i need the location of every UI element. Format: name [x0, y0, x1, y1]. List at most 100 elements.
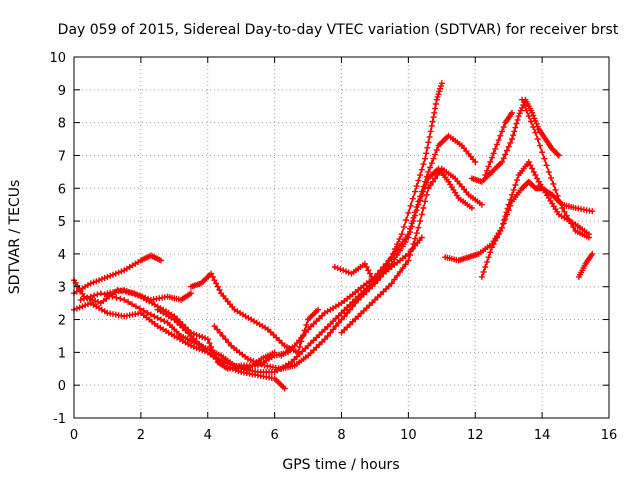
- data-point: [147, 311, 154, 318]
- data-point: [548, 174, 554, 181]
- data-point: [495, 137, 502, 144]
- data-point: [319, 339, 325, 345]
- data-point: [487, 159, 494, 165]
- data-point: [528, 118, 534, 125]
- data-point: [219, 333, 226, 339]
- data-point: [332, 315, 339, 322]
- data-point: [500, 155, 507, 162]
- data-point: [430, 155, 437, 162]
- data-point: [510, 186, 517, 193]
- data-point: [423, 191, 430, 198]
- data-point: [101, 275, 108, 281]
- data-point: [76, 304, 83, 311]
- data-point: [299, 348, 306, 355]
- y-axis-label: SDTVAR / TECUs: [7, 180, 23, 295]
- data-point: [412, 235, 419, 242]
- data-point: [412, 209, 419, 216]
- data-point: [415, 224, 422, 231]
- data-point: [327, 329, 334, 336]
- data-point: [482, 264, 489, 270]
- data-point: [96, 277, 103, 284]
- x-tick-label: 8: [337, 428, 345, 443]
- data-point: [117, 295, 124, 302]
- data-point: [509, 136, 515, 142]
- series-line: [280, 135, 476, 357]
- series-arc-11: [338, 165, 485, 336]
- data-point: [499, 128, 505, 135]
- data-point: [107, 272, 114, 279]
- data-point: [171, 316, 178, 323]
- data-point: [403, 217, 410, 223]
- data-point: [568, 220, 575, 227]
- data-point: [410, 241, 417, 248]
- data-point: [402, 235, 409, 241]
- data-point: [521, 102, 528, 109]
- data-point: [427, 182, 434, 188]
- data-point: [87, 280, 94, 287]
- series-arc-10: [331, 80, 445, 287]
- y-tick-label: 7: [58, 149, 66, 164]
- data-point: [539, 149, 546, 156]
- data-point: [497, 132, 504, 139]
- data-point: [505, 143, 512, 150]
- data-point: [428, 122, 435, 129]
- series-arc-16: [519, 96, 592, 241]
- data-point: [423, 173, 430, 180]
- data-point: [154, 314, 161, 321]
- data-point: [499, 224, 505, 231]
- y-tick-label: 4: [58, 248, 66, 263]
- data-point: [202, 335, 208, 342]
- data-point: [413, 183, 420, 190]
- data-point: [307, 323, 314, 330]
- data-point: [434, 172, 441, 179]
- data-point: [534, 175, 541, 182]
- data-point: [316, 315, 323, 322]
- x-axis-label: GPS time / hours: [282, 457, 399, 473]
- data-point: [344, 310, 351, 316]
- x-tick-labels: 0 2 4 6 8 10 12 14 16: [70, 428, 617, 443]
- data-point: [129, 301, 135, 308]
- series-line: [73, 302, 286, 390]
- data-point: [514, 177, 520, 184]
- data-point: [487, 249, 494, 256]
- data-point: [161, 318, 168, 325]
- data-point: [510, 132, 517, 139]
- data-point: [420, 205, 427, 211]
- data-point: [349, 303, 356, 310]
- y-tick-label: -1: [53, 412, 66, 427]
- data-point: [545, 168, 552, 175]
- data-point: [516, 110, 523, 117]
- data-point: [352, 300, 359, 307]
- data-point: [422, 198, 429, 205]
- data-point: [500, 220, 507, 227]
- data-point: [97, 290, 104, 297]
- data-point: [409, 195, 416, 202]
- data-point: [206, 340, 213, 347]
- axis-ticks: [73, 56, 610, 419]
- data-point: [121, 296, 128, 303]
- data-point: [258, 361, 265, 368]
- data-point: [98, 276, 105, 283]
- data-point: [429, 118, 436, 125]
- data-point: [512, 182, 519, 188]
- data-point: [589, 208, 596, 215]
- data-point: [132, 291, 139, 298]
- data-point: [227, 361, 233, 368]
- data-point: [420, 183, 427, 190]
- series-arc-15: [482, 109, 515, 179]
- data-point: [543, 162, 550, 169]
- data-point: [110, 271, 116, 278]
- data-point: [376, 273, 383, 280]
- data-point: [402, 261, 409, 268]
- data-point: [291, 356, 298, 363]
- data-point: [431, 109, 438, 116]
- x-tick-label: 4: [204, 428, 212, 443]
- data-point: [399, 238, 406, 245]
- data-point: [525, 113, 532, 120]
- data-point: [193, 331, 200, 338]
- data-point: [217, 329, 223, 336]
- data-point: [87, 293, 94, 300]
- data-point: [135, 292, 142, 299]
- data-point: [417, 193, 424, 200]
- data-point: [428, 160, 435, 167]
